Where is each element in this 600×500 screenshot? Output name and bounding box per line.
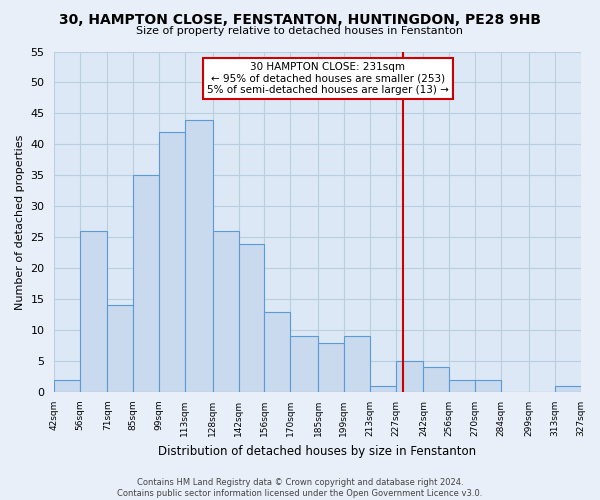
Bar — [212, 231, 239, 392]
Bar — [159, 132, 185, 392]
Y-axis label: Number of detached properties: Number of detached properties — [15, 134, 25, 310]
Bar — [554, 386, 581, 392]
Text: Size of property relative to detached houses in Fenstanton: Size of property relative to detached ho… — [137, 26, 464, 36]
Bar — [475, 380, 501, 392]
Bar — [370, 386, 395, 392]
Text: Contains HM Land Registry data © Crown copyright and database right 2024.
Contai: Contains HM Land Registry data © Crown c… — [118, 478, 482, 498]
Text: 30 HAMPTON CLOSE: 231sqm
← 95% of detached houses are smaller (253)
5% of semi-d: 30 HAMPTON CLOSE: 231sqm ← 95% of detach… — [207, 62, 449, 95]
Bar — [424, 368, 449, 392]
Bar — [449, 380, 475, 392]
X-axis label: Distribution of detached houses by size in Fenstanton: Distribution of detached houses by size … — [158, 444, 476, 458]
Bar — [107, 306, 133, 392]
Bar — [290, 336, 318, 392]
Bar — [185, 120, 212, 392]
Bar — [133, 176, 159, 392]
Bar — [395, 361, 424, 392]
Bar — [344, 336, 370, 392]
Bar — [239, 244, 265, 392]
Bar — [265, 312, 290, 392]
Bar — [54, 380, 80, 392]
Bar — [318, 342, 344, 392]
Bar — [80, 231, 107, 392]
Text: 30, HAMPTON CLOSE, FENSTANTON, HUNTINGDON, PE28 9HB: 30, HAMPTON CLOSE, FENSTANTON, HUNTINGDO… — [59, 12, 541, 26]
